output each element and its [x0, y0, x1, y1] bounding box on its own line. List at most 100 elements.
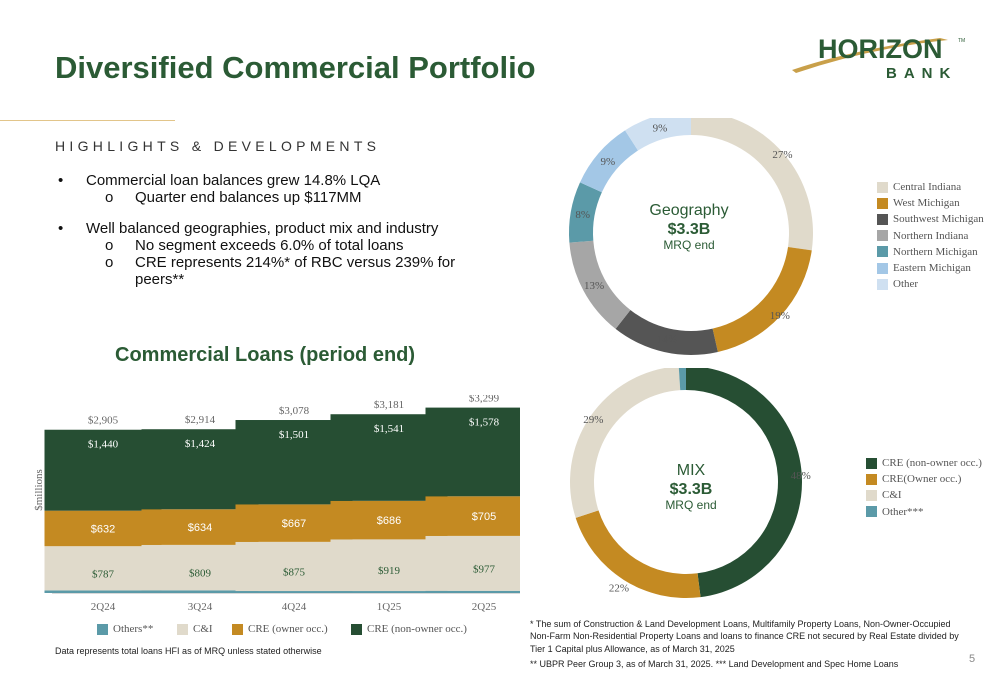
- bar-value-label: $1,541: [374, 423, 404, 435]
- donut-slice-label: 14%: [657, 333, 677, 345]
- legend-item: CRE(Owner occ.): [866, 473, 961, 485]
- donut-slice: [580, 130, 639, 193]
- bullet-marker: •: [58, 172, 64, 189]
- legend-item: Other: [877, 278, 918, 290]
- page-title: Diversified Commercial Portfolio: [55, 50, 536, 85]
- legend-label: West Michigan: [893, 197, 960, 210]
- geography-center-value: $3.3B: [668, 221, 711, 238]
- donut-slice: [570, 368, 681, 518]
- bar-total-label: $2,905: [88, 415, 119, 427]
- bar-value-label: $667: [282, 518, 306, 530]
- bullet-marker: o: [105, 254, 114, 271]
- legend-item: CRE (non-owner occ.): [866, 457, 982, 469]
- donut-slice: [569, 182, 602, 243]
- x-tick-label: 3Q24: [188, 601, 213, 613]
- donut-slice: [712, 246, 812, 353]
- legend-item: Central Indiana: [877, 181, 961, 193]
- mix-center-sub: MRQ end: [665, 498, 716, 512]
- legend-label: Northern Michigan: [893, 245, 978, 258]
- legend-swatch: [877, 230, 888, 242]
- donut-slice: [569, 240, 631, 329]
- geography-center-sub: MRQ end: [663, 238, 714, 252]
- x-tick-label: 4Q24: [282, 601, 307, 613]
- bullet-text: peers**: [135, 271, 185, 288]
- bar-chart-title: Commercial Loans (period end): [115, 344, 416, 366]
- bar-value-label: $634: [188, 522, 212, 534]
- donut-slice-label: 22%: [609, 583, 629, 595]
- legend-item: C&I: [866, 489, 902, 501]
- logo-sub: BANK: [886, 65, 957, 82]
- bar-value-label: $787: [92, 568, 115, 580]
- bullet-text: Quarter end balances up $117MM: [135, 189, 362, 206]
- legend-item: Northern Michigan: [877, 246, 978, 258]
- bar-segment: [425, 590, 520, 593]
- donut-slice-label: 13%: [584, 280, 604, 292]
- legend-swatch: [877, 278, 888, 290]
- logo-word: HORIZON: [818, 34, 943, 64]
- legend-item: Eastern Michigan: [877, 262, 971, 274]
- x-tick-label: 1Q25: [377, 601, 402, 613]
- donut-slice-label: 27%: [772, 149, 792, 161]
- legend-item: CRE (non-owner occ.): [351, 623, 467, 635]
- legend-item: Others**: [97, 623, 153, 635]
- bar-value-label: $632: [91, 523, 115, 535]
- donut-slice: [691, 118, 813, 251]
- bar-value-label: $1,440: [88, 439, 119, 451]
- legend-label: CRE (non-owner occ.): [367, 623, 467, 635]
- bullet-text: CRE represents 214%* of RBC versus 239% …: [135, 254, 456, 271]
- bar-value-label: $1,578: [469, 417, 500, 429]
- bar-value-label: $1,501: [279, 429, 309, 441]
- donut-slice-label: 48%: [791, 470, 811, 482]
- bar-segment: [235, 591, 353, 593]
- bullet-marker: o: [105, 237, 114, 254]
- logo-tm: TM: [958, 38, 965, 44]
- bar-total-label: $3,078: [279, 405, 310, 417]
- bar-value-label: $977: [473, 563, 496, 575]
- legend-item: Northern Indiana: [877, 230, 968, 242]
- legend-item: CRE (owner occ.): [232, 623, 328, 635]
- legend-swatch: [232, 623, 243, 635]
- logo-swoosh: [792, 38, 948, 73]
- donut-slice: [615, 310, 718, 355]
- legend-swatch: [877, 197, 888, 209]
- bar-segment: [425, 496, 520, 536]
- donut-slice: [686, 368, 802, 598]
- bar-value-label: $875: [283, 566, 306, 578]
- divider: [0, 120, 175, 121]
- bar-value-label: $686: [377, 515, 401, 527]
- donut-slice-label: 9%: [653, 122, 668, 134]
- donut-slice-label: 9%: [601, 156, 616, 168]
- legend-label: Other***: [882, 505, 924, 518]
- legend-label: Central Indiana: [893, 181, 962, 193]
- donut-slice: [625, 118, 691, 151]
- donut-slice-label: 29%: [583, 414, 603, 426]
- legend-swatch: [877, 181, 888, 193]
- legend-swatch: [177, 623, 188, 635]
- legend-swatch: [866, 457, 877, 469]
- legend-swatch: [877, 262, 888, 274]
- legend-item: West Michigan: [877, 197, 960, 209]
- y-axis-label: $millions: [33, 469, 45, 511]
- legend-swatch: [877, 213, 888, 225]
- legend-label: Eastern Michigan: [893, 262, 971, 274]
- bar-total-label: $3,299: [469, 395, 500, 405]
- legend-swatch: [877, 246, 888, 258]
- legend-item: Southwest Michigan: [877, 213, 984, 225]
- x-tick-label: 2Q24: [91, 601, 116, 613]
- legend-label: CRE (owner occ.): [248, 623, 328, 635]
- legend-item: C&I: [177, 623, 213, 635]
- commercial-loans-bar-chart: $millions$46$787$632$1,440$2,9052Q24$47$…: [33, 395, 520, 613]
- mix-center-title: MIX: [677, 462, 706, 479]
- bar-segment: [425, 535, 520, 591]
- data-note: Data represents total loans HFI as of MR…: [55, 646, 322, 656]
- bar-value-label: $1,424: [185, 438, 216, 450]
- legend-swatch: [866, 506, 877, 518]
- donut-slice: [678, 368, 686, 391]
- x-tick-label: 2Q25: [472, 601, 497, 613]
- highlights-heading: HIGHLIGHTS & DEVELOPMENTS: [55, 138, 381, 154]
- legend-item: Other***: [866, 506, 924, 518]
- bar-value-label: $705: [472, 511, 496, 523]
- legend-label: CRE(Owner occ.): [882, 473, 962, 486]
